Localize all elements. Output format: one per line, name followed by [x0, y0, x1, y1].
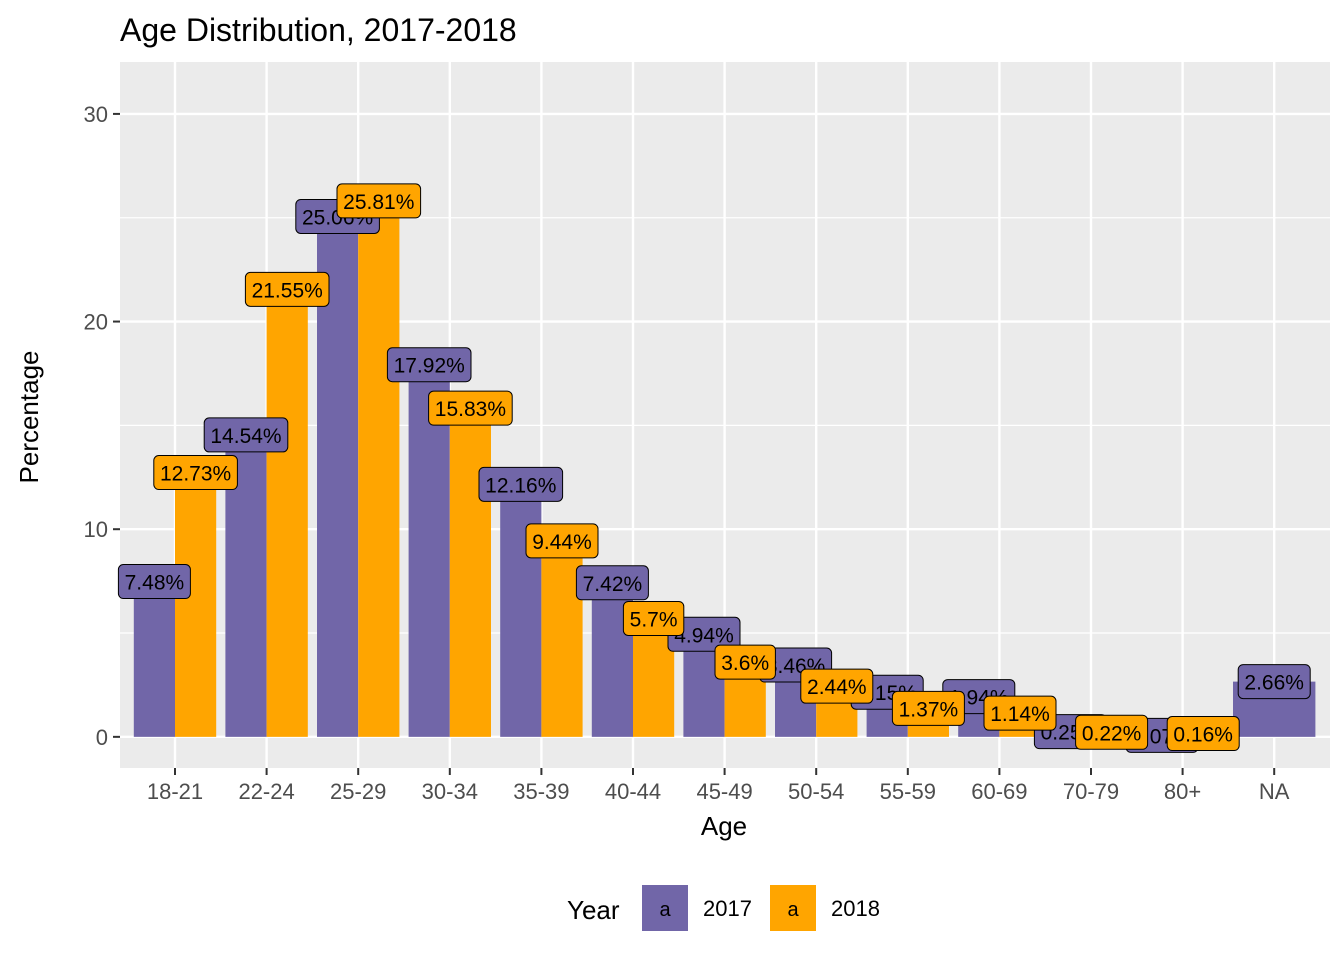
bar-2018-22-24 [266, 289, 308, 737]
x-tick-label: 80+ [1164, 779, 1201, 804]
bar-2018-35-39 [541, 540, 583, 737]
x-tick-label: 35-39 [513, 779, 569, 804]
x-tick-label: 22-24 [238, 779, 294, 804]
x-tick-label: NA [1259, 779, 1290, 804]
x-tick-label: 30-34 [422, 779, 478, 804]
bar-2018-30-34 [449, 408, 491, 737]
bar-label-box-2017-18-21 [117, 564, 191, 600]
bar-label-2018-22-24: 21.55% [252, 279, 323, 302]
bar-2017-30-34 [408, 364, 450, 737]
bar-label-2018-35-39: 9.44% [532, 531, 592, 554]
bar-label-box-2018-70-79 [1075, 714, 1149, 750]
bar-label-2018-70-79: 0.22% [1082, 722, 1142, 745]
x-tick-label: 18-21 [147, 779, 203, 804]
legend-label-2018: 2018 [831, 896, 880, 921]
y-tick-label: 30 [84, 102, 108, 127]
x-axis-title: Age [701, 811, 747, 841]
bar-label-box-2018-60-69 [983, 695, 1057, 731]
bar-2018-18-21 [175, 472, 217, 737]
bar-label-box-2017-30-34 [386, 347, 472, 383]
x-tick-label: 70-79 [1063, 779, 1119, 804]
bar-label-box-2018-55-59 [891, 690, 965, 726]
bar-label-box-2018-80+ [1166, 716, 1240, 752]
bar-label-2018-25-29: 25.81% [343, 191, 414, 214]
x-tick-label: 50-54 [788, 779, 844, 804]
bar-label-2017-35-39: 12.16% [485, 474, 556, 497]
y-axis: 0 10 20 30 [84, 102, 120, 750]
bar-label-2017-22-24: 14.54% [210, 425, 281, 448]
bar-label-box-2018-25-29 [336, 183, 422, 219]
bars [133, 200, 1316, 737]
bar-label-box-2017-35-39 [478, 466, 564, 502]
bar-label-box-2017-22-24 [203, 417, 289, 453]
legend-title: Year [567, 895, 620, 925]
x-axis: 18-21 22-24 25-29 30-34 35-39 40-44 45-49 50-54… [147, 768, 1290, 804]
bar-label-box-2017-NA [1237, 664, 1311, 700]
y-axis-title: Percentage [14, 351, 44, 484]
bar-label-box-2018-40-44 [622, 600, 685, 636]
bar-2018-25-29 [358, 200, 400, 737]
bar-2017-35-39 [500, 484, 542, 737]
bar-label-box-2018-30-34 [428, 390, 513, 426]
bar-label-box-2018-18-21 [153, 455, 238, 491]
bar-label-2018-50-54: 2.44% [807, 676, 867, 699]
legend-label-2017: 2017 [703, 896, 752, 921]
y-tick-label: 0 [96, 725, 108, 750]
y-tick-label: 10 [84, 517, 108, 542]
bar-label-2018-40-44: 5.7% [630, 608, 678, 631]
bar-label-2017-30-34: 17.92% [394, 355, 465, 378]
bar-label-2017-45-49: 4.94% [674, 624, 734, 647]
bar-label-box-2018-45-49 [714, 644, 776, 680]
bar-label-box-2018-35-39 [525, 523, 599, 559]
legend-key-glyph: a [787, 899, 799, 921]
bar-label-2018-60-69: 1.14% [990, 703, 1050, 726]
bar-label-2017-40-44: 7.42% [583, 573, 643, 596]
bar-label-2018-18-21: 12.73% [160, 463, 231, 486]
x-tick-label: 25-29 [330, 779, 386, 804]
chart-title: Age Distribution, 2017-2018 [120, 12, 517, 48]
bar-2018-40-44 [633, 618, 675, 737]
bar-label-box-2018-50-54 [800, 668, 874, 704]
bar-2017-18-21 [133, 581, 175, 737]
bar-label-2018-45-49: 3.6% [721, 652, 769, 675]
x-tick-label: 40-44 [605, 779, 661, 804]
y-tick-label: 20 [84, 310, 108, 335]
bar-label-box-2018-22-24 [244, 271, 330, 307]
legend-key-2018 [770, 885, 816, 931]
bar-label-2017-NA: 2.66% [1244, 672, 1304, 695]
x-tick-label: 45-49 [696, 779, 752, 804]
legend-key-glyph: a [659, 899, 671, 921]
bar-label-2018-55-59: 1.37% [899, 698, 959, 721]
bar-label-2018-30-34: 15.83% [435, 398, 506, 421]
x-tick-label: 55-59 [880, 779, 936, 804]
bar-label-2018-80+: 0.16% [1173, 724, 1233, 747]
bar-label-2017-18-21: 7.48% [125, 572, 185, 595]
bar-labels: 7.48%14.54%25.06%17.92%12.16%7.42%4.94%3… [117, 183, 1311, 753]
x-tick-label: 60-69 [971, 779, 1027, 804]
legend-key-2017 [642, 885, 688, 931]
bar-label-box-2017-40-44 [575, 565, 649, 601]
legend: Year a 2017 a 2018 [567, 885, 880, 931]
